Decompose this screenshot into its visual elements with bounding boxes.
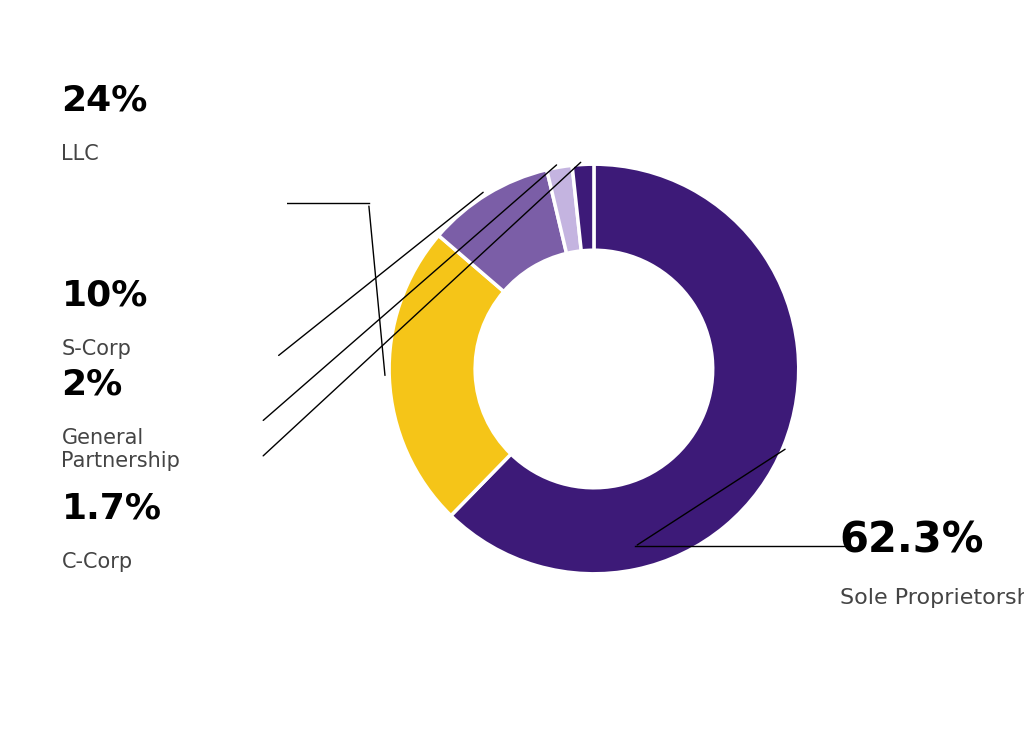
Text: Sole Proprietorship: Sole Proprietorship	[840, 588, 1024, 608]
Text: 2%: 2%	[61, 368, 123, 401]
Wedge shape	[438, 170, 566, 292]
Text: 10%: 10%	[61, 279, 147, 313]
Text: S-Corp: S-Corp	[61, 339, 131, 359]
Wedge shape	[451, 164, 799, 574]
Wedge shape	[572, 164, 594, 251]
Text: 1.7%: 1.7%	[61, 492, 162, 525]
Text: C-Corp: C-Corp	[61, 553, 132, 573]
Wedge shape	[389, 235, 511, 516]
Text: General
Partnership: General Partnership	[61, 428, 180, 472]
Text: 62.3%: 62.3%	[840, 520, 984, 562]
Text: 24%: 24%	[61, 83, 147, 117]
Text: LLC: LLC	[61, 144, 99, 164]
Wedge shape	[547, 165, 582, 253]
